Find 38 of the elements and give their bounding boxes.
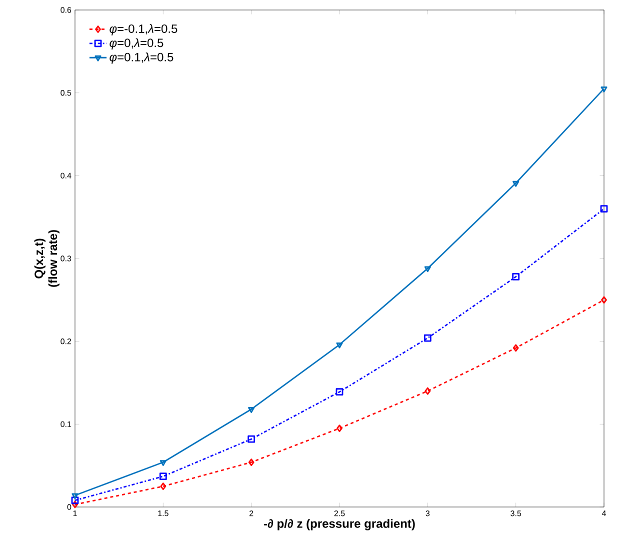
point: [159, 472, 167, 480]
point: [336, 388, 344, 396]
point: [71, 496, 79, 504]
legend-label: φ=-0.1,λ=0.5: [110, 24, 178, 36]
point: [600, 205, 608, 212]
x-tick-label: 1: [73, 510, 77, 516]
y-tick-label: 0.2: [60, 338, 72, 344]
point: [248, 407, 255, 413]
point: [160, 482, 166, 490]
y-tick-label: 0.4: [60, 172, 72, 178]
point: [424, 266, 431, 272]
point: [424, 387, 431, 395]
legend-label: φ=0,λ=0.5: [110, 38, 164, 50]
x-axis-title: -∂ p/∂ z (pressure gradient): [264, 519, 415, 530]
y-axis-title: Q(x,z,t) (flow rate): [34, 230, 60, 287]
point: [601, 296, 607, 304]
point: [248, 458, 254, 466]
point: [512, 344, 519, 352]
y-tick-label: 0.1: [60, 421, 72, 427]
y-tick-label: 0.6: [60, 7, 72, 13]
x-tick-label: 1.5: [158, 510, 168, 516]
y-tick-label: 0: [67, 504, 72, 510]
x-tick-label: 3.5: [510, 510, 522, 516]
x-tick-label: 3: [426, 510, 430, 516]
point: [72, 500, 78, 508]
x-tick-label: 2: [250, 510, 254, 516]
legend-label: φ=0.1,λ=0.5: [110, 52, 174, 64]
point: [512, 180, 520, 187]
point: [248, 435, 256, 443]
point: [512, 273, 520, 280]
point: [336, 342, 343, 348]
x-tick-label: 4: [602, 510, 606, 516]
y-tick-label: 0.3: [60, 256, 72, 262]
point: [424, 334, 432, 342]
point: [336, 424, 342, 432]
x-tick-label: 2.5: [334, 510, 345, 516]
point: [160, 460, 166, 466]
y-tick-label: 0.5: [60, 90, 72, 96]
